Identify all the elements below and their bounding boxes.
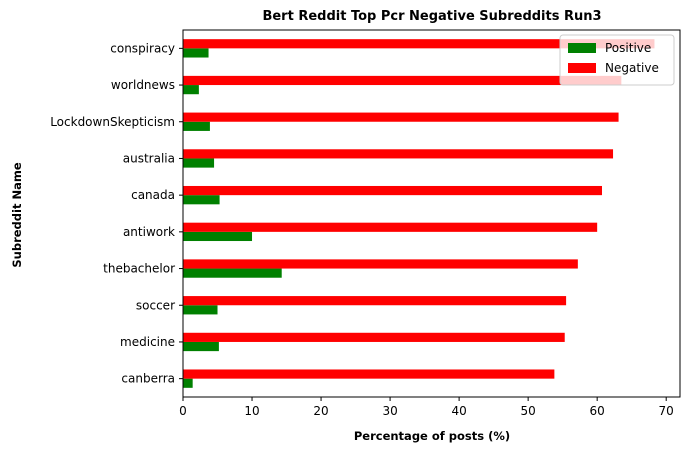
y-tick-label-thebachelor: thebachelor	[103, 262, 175, 276]
bar-negative-canberra	[183, 369, 555, 379]
y-tick-label-lockdownskepticism: LockdownSkepticism	[50, 115, 175, 129]
y-tick-label-australia: australia	[123, 151, 175, 165]
bar-positive-conspiracy	[183, 48, 209, 58]
bar-negative-medicine	[183, 332, 565, 342]
y-tick-label-conspiracy: conspiracy	[110, 41, 175, 55]
legend-swatch-positive	[568, 43, 596, 53]
bar-positive-soccer	[183, 305, 218, 315]
y-tick-label-antiwork: antiwork	[123, 225, 175, 239]
bar-negative-worldnews	[183, 75, 622, 86]
bar-positive-canada	[183, 195, 220, 205]
y-tick-label-canada: canada	[131, 188, 175, 202]
bar-negative-conspiracy	[183, 39, 655, 49]
y-tick-label-worldnews: worldnews	[111, 78, 175, 92]
y-axis-label: Subreddit Name	[10, 162, 24, 267]
bar-negative-thebachelor	[183, 259, 578, 269]
x-tick-label-40: 40	[451, 404, 466, 418]
plot-area: canberra medicine soccer thebachelor antiwor…	[50, 29, 681, 418]
y-tick-label-canberra: canberra	[121, 372, 175, 386]
bar-positive-medicine	[183, 341, 219, 352]
x-tick-label-50: 50	[520, 404, 535, 418]
x-tick-label-70: 70	[659, 404, 674, 418]
x-tick-label-60: 60	[590, 404, 605, 418]
bar-positive-antiwork	[183, 231, 253, 242]
bar-negative-canada	[183, 185, 602, 196]
x-axis-label: Percentage of posts (%)	[354, 429, 510, 443]
bar-positive-australia	[183, 158, 215, 168]
legend-label-positive: Positive	[605, 41, 651, 55]
legend-swatch-negative	[568, 63, 596, 73]
bar-positive-canberra	[183, 378, 193, 388]
bar-negative-antiwork	[183, 222, 598, 232]
x-tick-label-30: 30	[382, 404, 397, 418]
bar-negative-lockdownskepticism	[183, 112, 619, 122]
bar-positive-thebachelor	[183, 268, 282, 278]
legend: Positive Negative	[559, 34, 675, 86]
x-tick-label-10: 10	[244, 404, 259, 418]
x-tick-label-0: 0	[179, 404, 187, 418]
x-tick-label-20: 20	[313, 404, 328, 418]
bar-negative-australia	[183, 149, 614, 159]
legend-label-negative: Negative	[605, 61, 659, 75]
y-tick-label-soccer: soccer	[136, 298, 175, 312]
y-tick-label-medicine: medicine	[120, 335, 175, 349]
chart-title: Bert Reddit Top Pcr Negative Subreddits …	[262, 9, 601, 24]
bar-negative-soccer	[183, 296, 567, 306]
bar-positive-worldnews	[183, 85, 199, 95]
plot-frame	[182, 29, 681, 398]
bar-positive-lockdownskepticism	[183, 121, 210, 131]
